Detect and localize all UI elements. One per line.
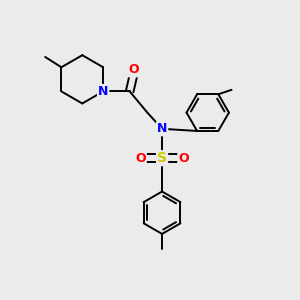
Text: O: O xyxy=(178,152,189,165)
Text: N: N xyxy=(98,85,108,98)
Text: S: S xyxy=(157,151,167,165)
Text: O: O xyxy=(135,152,146,165)
Text: O: O xyxy=(129,63,140,76)
Text: N: N xyxy=(157,122,167,135)
